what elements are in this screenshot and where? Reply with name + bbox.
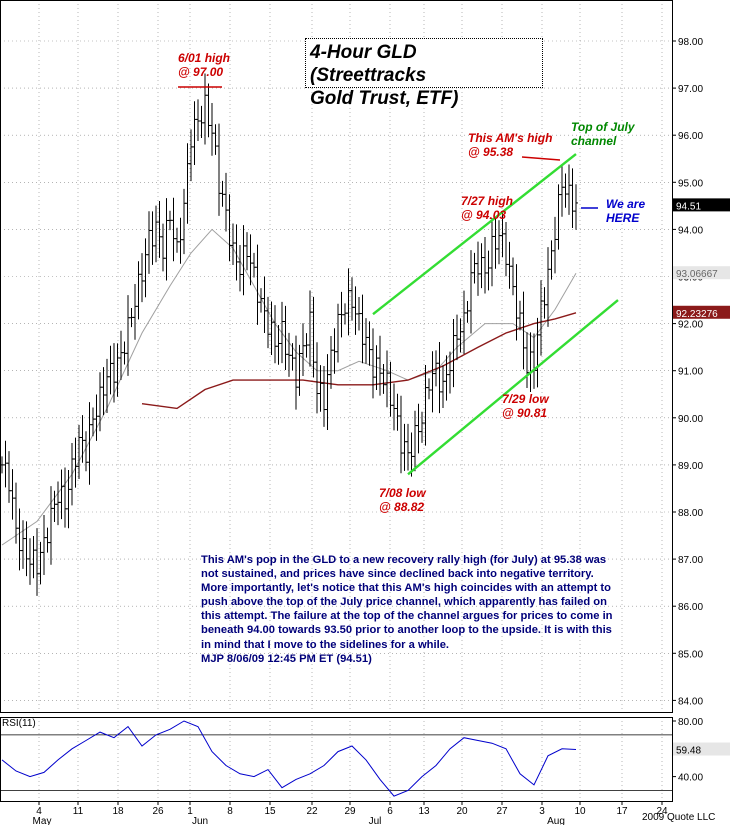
y-tick-label: 97.00 [678,84,703,95]
rsi-grid [0,734,672,791]
rsi-y-tick-label: 80.00 [678,717,703,728]
month-label: May [33,816,52,825]
rsi-y-tick-label: 40.00 [678,773,703,784]
x-tick-label: 20 [456,806,468,817]
y-tick-label: 84.00 [678,696,703,707]
x-tick-label: 1 [187,806,193,817]
x-tick-label: 22 [306,806,318,817]
channel-top-line [372,153,577,316]
annotation-we-are-here: We are HERE [606,197,646,225]
moving-average-gray [1,228,577,546]
copyright: 2009 Quote LLC [642,812,716,823]
price-bars [0,73,578,596]
annotation-am-high: This AM's high @ 95.38 [468,131,553,159]
x-tick-label: 17 [616,806,628,817]
x-tick-label: 3 [539,806,545,817]
y-tick-label: 88.00 [678,508,703,519]
x-tick-label: 18 [112,806,124,817]
commentary: This AM's pop in the GLD to a new recove… [201,553,621,666]
commentary-signature: MJP 8/06/09 12:45 PM ET (94.51) [201,652,372,665]
y-tick-label: 92.00 [678,320,703,331]
x-tick-label: 24 [656,806,668,817]
x-tick-label: 26 [152,806,164,817]
rsi-axis: 80.00 40.00 59.48 [672,717,730,784]
rsi-title: RSI(11) [2,718,36,729]
x-tick-label: 13 [418,806,430,817]
rsi-current-box [673,742,730,756]
x-tick-label: 10 [574,806,586,817]
annotation-july27-high: 7/27 high @ 94.03 [461,194,514,222]
annotation-top-channel: Top of July channel [571,120,635,148]
y-tick-label: 91.00 [678,367,703,378]
annotation-marks [178,86,598,209]
y-tick-label: 90.00 [678,414,703,425]
month-label: Jul [369,816,382,825]
chart-title-line2: Gold Trust, ETF) [310,88,459,109]
annotation-july29-low: 7/29 low @ 90.81 [502,392,549,420]
rsi-current-label: 59.48 [676,746,701,757]
x-tick-label: 4 [36,806,42,817]
channel-lines [372,153,619,476]
price-axis: 98.0097.0096.0095.0094.0093.0092.0091.00… [672,37,730,707]
y-tick-label: 94.00 [678,225,703,236]
price-label-box [673,198,730,212]
price-label: 93.06667 [676,269,718,280]
y-tick-label: 89.00 [678,461,703,472]
y-tick-label: 96.00 [678,131,703,142]
y-tick-label: 87.00 [678,555,703,566]
am-high-mark [521,156,561,161]
x-tick-label: 6 [387,806,393,817]
x-tick-label: 29 [344,806,356,817]
channel-bottom-line [407,299,619,476]
x-tick-label: 8 [227,806,233,817]
annotation-june-high: 6/01 high @ 97.00 [178,51,231,79]
rsi-panel-frame [0,717,673,802]
month-label: Jun [192,816,208,825]
rsi-series [1,720,577,797]
chart-title: 4-Hour GLD (Streettracks Gold Trust, ETF… [305,38,543,109]
price-label-box [673,266,730,280]
price-label-box [673,305,730,319]
rsi-line [1,720,577,797]
x-tick-label: 27 [496,806,508,817]
price-label: 92.23276 [676,309,718,320]
month-label: Aug [547,816,565,825]
y-tick-label: 95.00 [678,178,703,189]
y-tick-label: 98.00 [678,37,703,48]
x-tick-label: 15 [264,806,276,817]
y-tick-label: 85.00 [678,649,703,660]
x-tick-label: 11 [73,806,84,817]
price-label: 94.51 [676,201,701,212]
chart-title-line1: 4-Hour GLD (Streettracks [310,42,427,86]
price-panel-frame [0,0,673,713]
annotation-july08-low: 7/08 low @ 88.82 [379,486,426,514]
commentary-text: This AM's pop in the GLD to a new recove… [201,554,613,651]
chart-frame [0,0,673,802]
y-tick-label: 86.00 [678,602,703,613]
price-grid [0,0,672,801]
